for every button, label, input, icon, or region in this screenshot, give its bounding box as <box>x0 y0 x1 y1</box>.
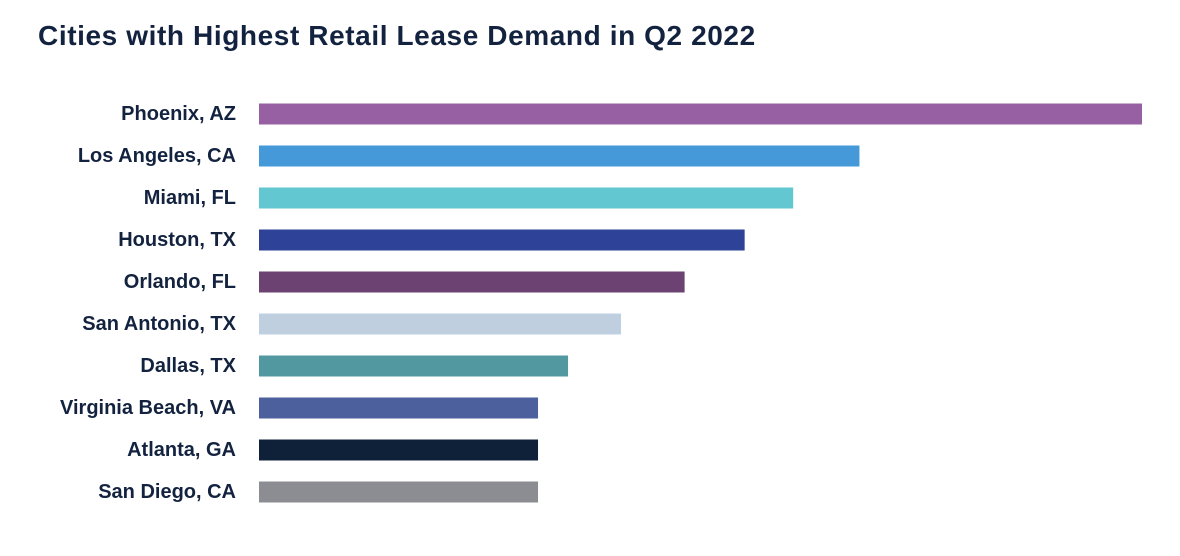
category-label-atlanta-ga: Atlanta, GA <box>127 439 236 461</box>
category-label-miami-fl: Miami, FL <box>144 187 236 209</box>
category-label-orlando-fl: Orlando, FL <box>124 271 236 293</box>
category-label-houston-tx: Houston, TX <box>118 229 236 251</box>
bar-virginia-beach-va <box>259 397 539 419</box>
bar-atlanta-ga <box>259 439 539 461</box>
bar-dallas-tx <box>259 355 569 377</box>
bar-orlando-fl <box>259 271 685 293</box>
bar-san-diego-ca <box>259 481 539 503</box>
bar-miami-fl <box>259 187 794 209</box>
category-label-los-angeles-ca: Los Angeles, CA <box>78 145 236 167</box>
category-label-dallas-tx: Dallas, TX <box>140 355 236 377</box>
bar-houston-tx <box>259 229 745 251</box>
category-label-san-diego-ca: San Diego, CA <box>98 481 236 503</box>
bar-san-antonio-tx <box>259 313 622 335</box>
category-label-san-antonio-tx: San Antonio, TX <box>82 313 236 335</box>
category-label-phoenix-az: Phoenix, AZ <box>121 103 236 125</box>
category-label-virginia-beach-va: Virginia Beach, VA <box>60 397 236 419</box>
bar-phoenix-az <box>259 103 1142 125</box>
bar-los-angeles-ca <box>259 145 860 167</box>
chart-title: Cities with Highest Retail Lease Demand … <box>38 20 756 51</box>
